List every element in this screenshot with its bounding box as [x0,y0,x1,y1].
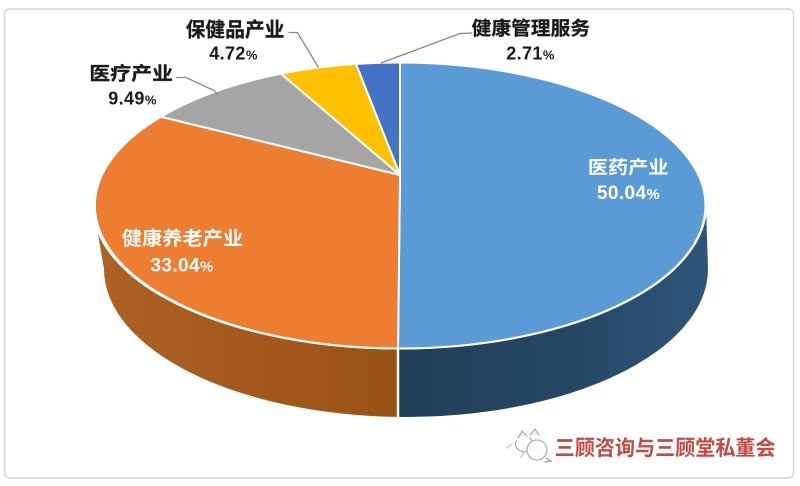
svg-text:50.04%: 50.04% [597,183,660,204]
svg-text:33.04%: 33.04% [150,256,213,277]
svg-text:9.49%: 9.49% [108,89,157,109]
svg-text:4.72%: 4.72% [209,44,258,64]
svg-text:2.71%: 2.71% [506,44,555,64]
